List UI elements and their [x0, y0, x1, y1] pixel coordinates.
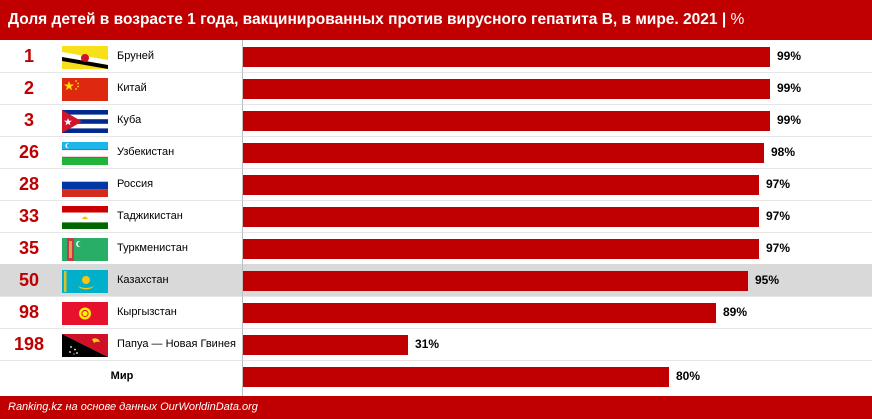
data-label: 99% — [777, 113, 802, 127]
chart-row: 26 Узбекистан 98% — [0, 136, 872, 168]
rank-label: 2 — [23, 78, 34, 98]
category-label: Папуа — Новая Гвинея — [117, 338, 236, 350]
category-label: Казахстан — [117, 274, 169, 286]
china-flag-icon — [62, 78, 108, 101]
category-label: Кыргызстан — [117, 306, 177, 318]
row-separator — [0, 328, 872, 329]
bar — [243, 239, 759, 259]
rank-label: 98 — [18, 302, 40, 322]
chart-row: 1 Бруней 99% — [0, 40, 872, 72]
rank-label: 35 — [18, 238, 40, 258]
papua-new-guinea-flag-icon — [62, 334, 108, 357]
chart-row: 2 Китай 99% — [0, 72, 872, 104]
bar — [243, 303, 716, 323]
category-label: Узбекистан — [117, 146, 175, 158]
chart-row: 35 Туркменистан 97% — [0, 232, 872, 264]
title-separator: | — [717, 11, 731, 28]
category-label: Туркменистан — [117, 242, 188, 254]
category-label: Таджикистан — [117, 210, 183, 222]
row-separator — [0, 296, 872, 297]
row-separator — [0, 168, 872, 169]
bar — [243, 207, 759, 227]
data-label: 95% — [755, 273, 780, 287]
rank-label: 50 — [18, 270, 40, 290]
chart-row: 3 Куба 99% — [0, 104, 872, 136]
row-separator — [0, 136, 872, 137]
data-label: 97% — [766, 241, 791, 255]
russia-flag-icon — [62, 174, 108, 197]
data-label: 97% — [766, 177, 791, 191]
row-separator — [0, 232, 872, 233]
row-separator — [0, 200, 872, 201]
category-label: Китай — [117, 82, 147, 94]
row-separator — [0, 104, 872, 105]
bar — [243, 79, 770, 99]
data-label: 99% — [777, 81, 802, 95]
kazakhstan-flag-icon — [62, 270, 108, 293]
category-label: Мир — [110, 370, 134, 382]
rank-label: 26 — [18, 142, 40, 162]
chart-row: 98 Кыргызстан 89% — [0, 296, 872, 328]
row-separator — [0, 72, 872, 73]
rank-label: 198 — [13, 334, 45, 354]
rank-label: 3 — [23, 110, 34, 130]
chart-title-bar: Доля детей в возрасте 1 года, вакциниров… — [0, 0, 872, 40]
tajikistan-flag-icon — [62, 206, 108, 229]
category-label: Россия — [117, 178, 154, 190]
row-separator — [0, 360, 872, 361]
bar — [243, 367, 669, 387]
brunei-flag-icon — [62, 46, 108, 69]
data-label: 31% — [415, 337, 440, 351]
source-text: Ranking.kz на основе данных OurWorldinDa… — [8, 401, 258, 413]
data-label: 99% — [777, 49, 802, 63]
bar — [243, 271, 748, 291]
category-label: Бруней — [117, 50, 155, 62]
bar — [243, 47, 770, 67]
cuba-flag-icon — [62, 110, 108, 133]
chart-row: 33 Таджикистан 97% — [0, 200, 872, 232]
chart-row: 198 Папуа — Новая Гвинея 31% — [0, 328, 872, 360]
chart-row: Мир 80% — [0, 360, 872, 392]
turkmenistan-flag-icon — [62, 238, 108, 261]
bar — [243, 111, 770, 131]
data-label: 80% — [676, 369, 701, 383]
data-label: 97% — [766, 209, 791, 223]
axis-line — [242, 40, 243, 396]
uzbekistan-flag-icon — [62, 142, 108, 165]
data-label: 89% — [723, 305, 748, 319]
chart-row: 28 Россия 97% — [0, 168, 872, 200]
kyrgyzstan-flag-icon — [62, 302, 108, 325]
chart-title: Доля детей в возрасте 1 года, вакциниров… — [8, 11, 718, 28]
data-label: 98% — [771, 145, 796, 159]
source-footer: Ranking.kz на основе данных OurWorldinDa… — [0, 396, 872, 419]
chart-row: 50 Казахстан 95% — [0, 264, 872, 296]
chart-unit: % — [730, 11, 745, 28]
bar-chart: 1 Бруней 99% 2 Китай 99% 3 Куба 99% 26 Узбекистан 9… — [0, 40, 872, 396]
category-label: Куба — [117, 114, 142, 126]
rank-label: 1 — [23, 46, 34, 66]
rank-label: 28 — [18, 174, 40, 194]
bar — [243, 335, 408, 355]
bar — [243, 175, 759, 195]
bar — [243, 143, 764, 163]
rank-label: 33 — [18, 206, 40, 226]
rank-label — [0, 360, 58, 392]
